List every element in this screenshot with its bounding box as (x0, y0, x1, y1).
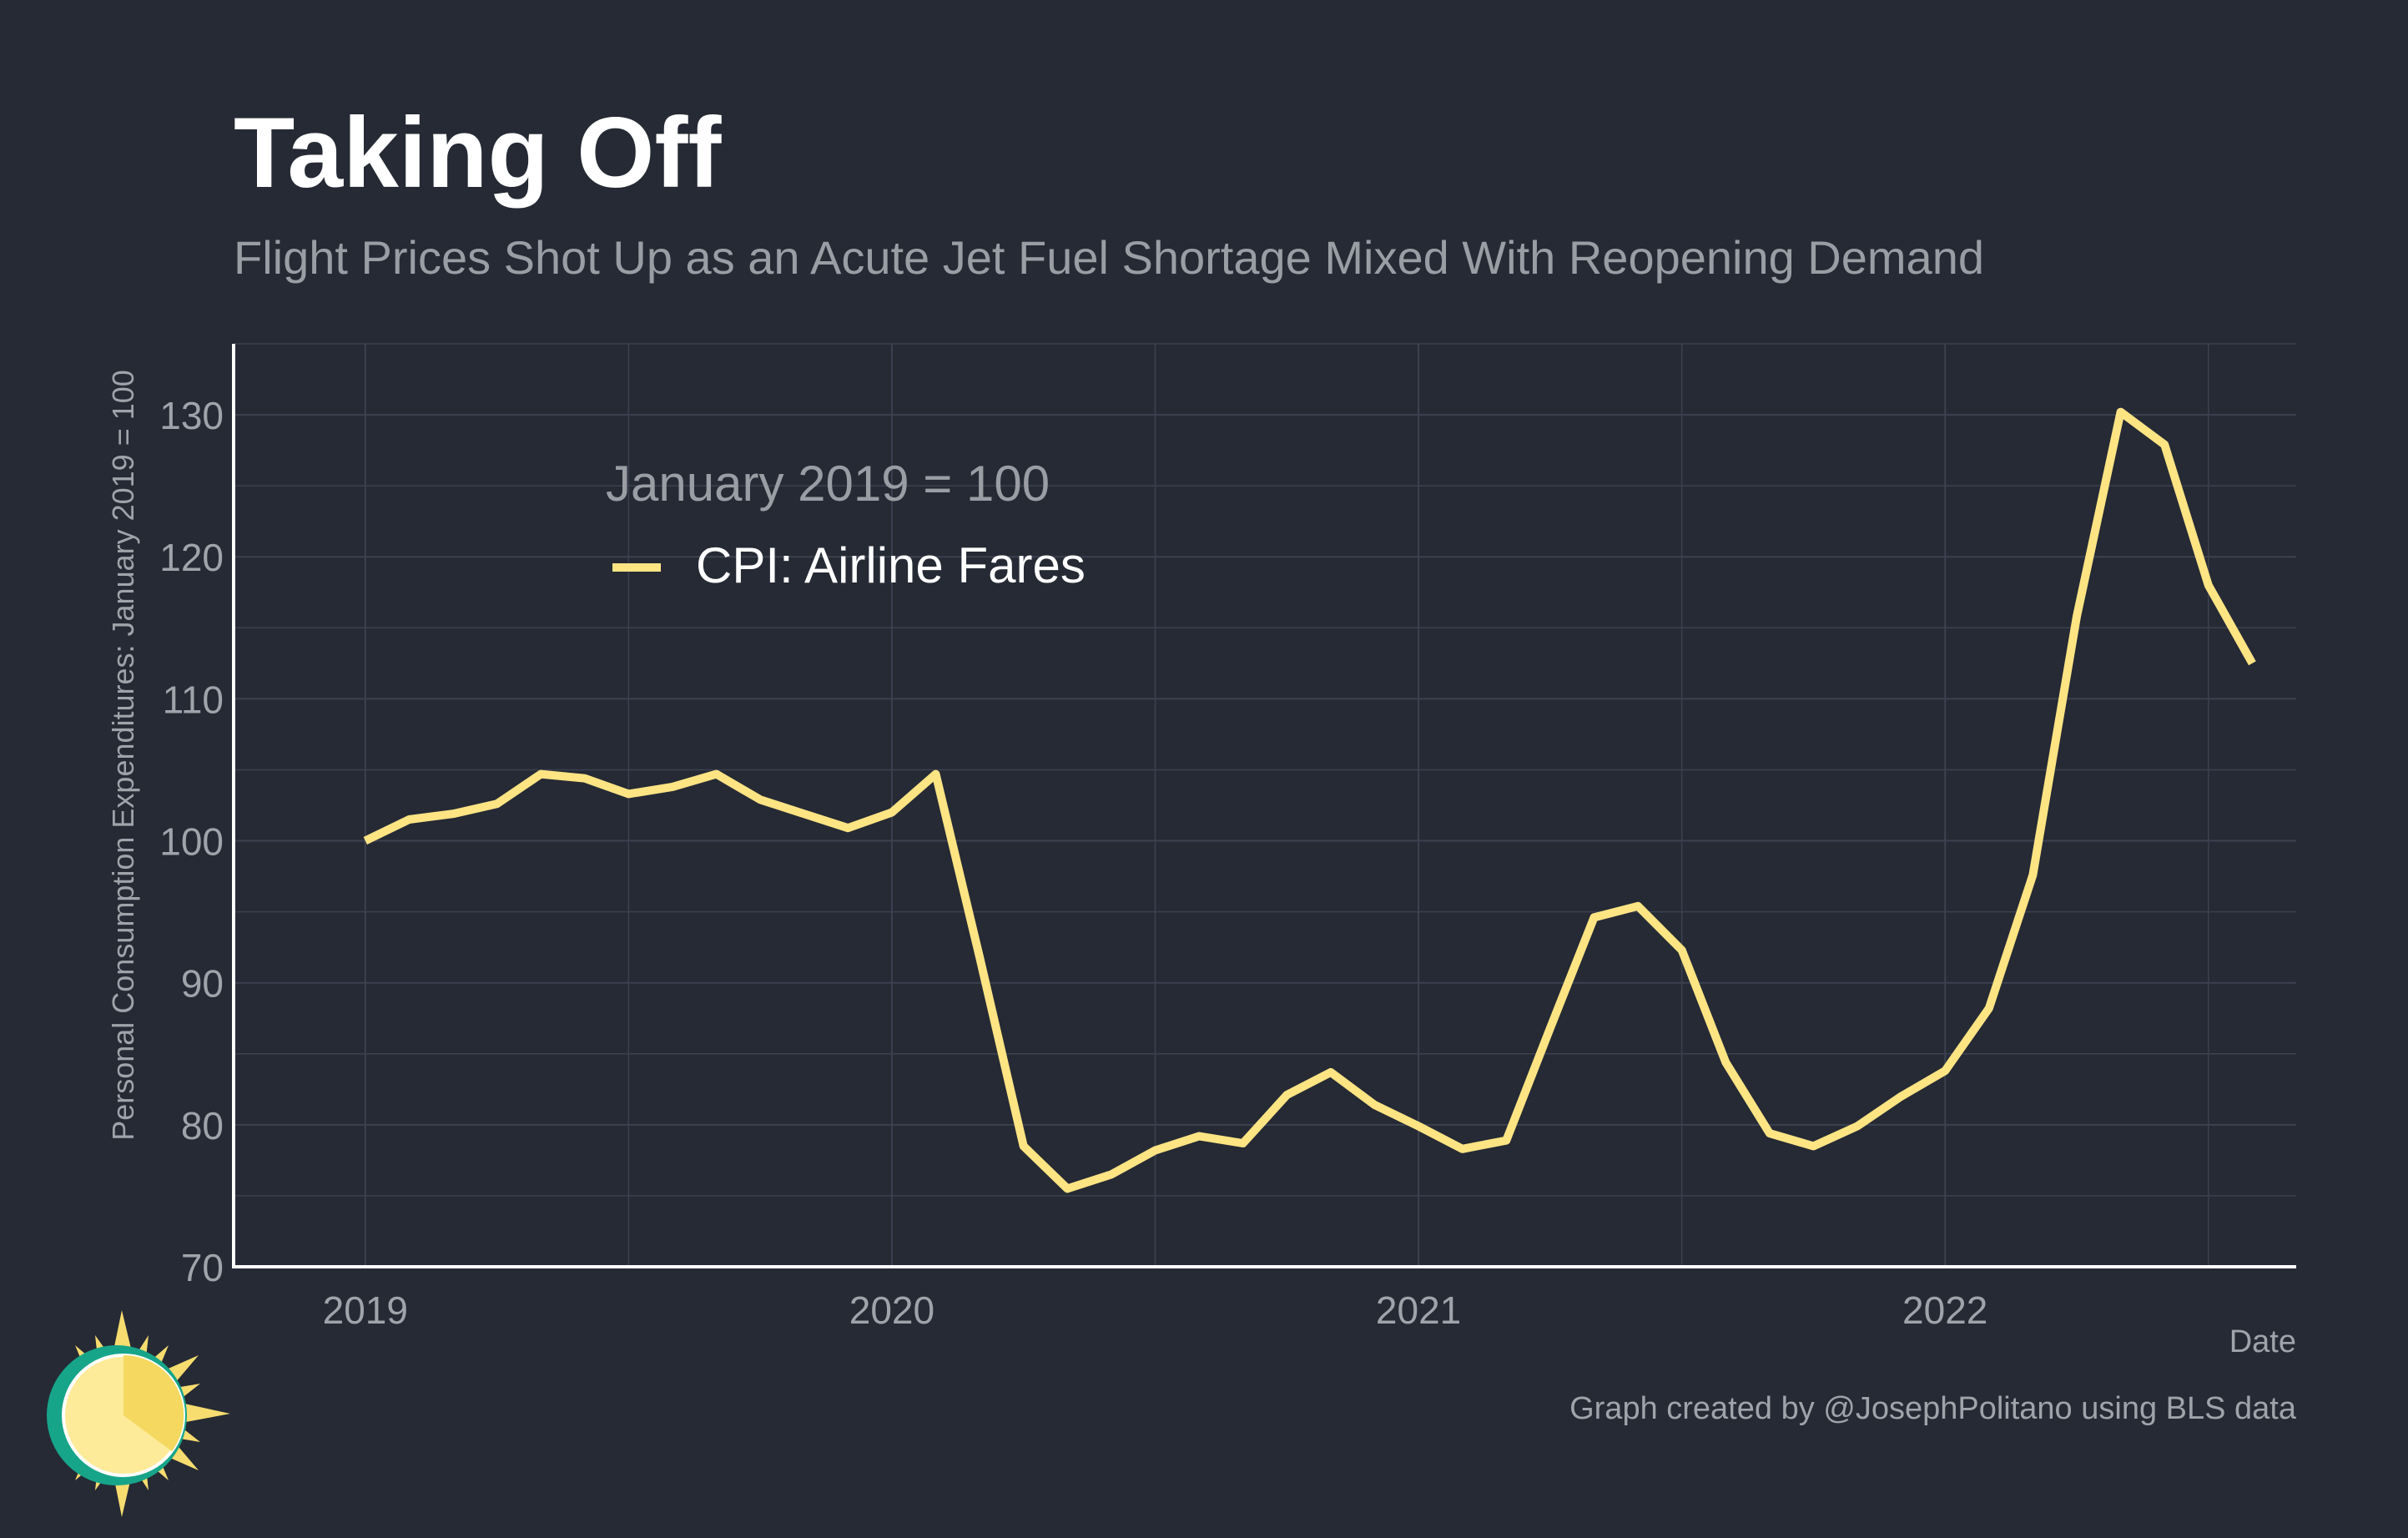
x-tick-label: 2019 (323, 1288, 408, 1332)
x-tick-label: 2022 (1902, 1288, 1987, 1332)
y-tick-label: 100 (159, 820, 224, 864)
x-tick-label: 2020 (849, 1288, 934, 1332)
grid-lines (234, 343, 2296, 1268)
y-axis-label: Personal Consumption Expenditures: Janua… (106, 370, 140, 1141)
axes (232, 344, 2296, 1268)
caption: Graph created by @JosephPolitano using B… (1569, 1391, 2297, 1426)
sun-logo-icon (47, 1310, 230, 1517)
legend-label: CPI: Airline Fares (696, 537, 1086, 593)
series-line-cpi-airline-fares (363, 407, 2256, 1193)
x-axis-label: Date (2229, 1324, 2296, 1359)
chart-subtitle: Flight Prices Shot Up as an Acute Jet Fu… (234, 231, 1984, 284)
series-layer (363, 407, 2256, 1193)
y-tick-label: 70 (181, 1246, 224, 1289)
legend-title: January 2019 = 100 (606, 456, 1050, 512)
y-tick-label: 110 (163, 678, 224, 721)
y-tick-label: 130 (159, 394, 224, 437)
y-tick-label: 120 (159, 536, 224, 579)
legend: January 2019 = 100 CPI: Airline Fares (606, 456, 1086, 593)
y-tick-labels: 70 80 90 100 110 120 130 (159, 394, 224, 1289)
x-tick-labels: 2019 2020 2021 2022 (323, 1288, 1988, 1332)
y-tick-label: 80 (181, 1104, 224, 1147)
chart-title: Taking Off (234, 97, 722, 209)
x-tick-label: 2021 (1376, 1288, 1461, 1332)
y-tick-label: 90 (181, 962, 224, 1006)
